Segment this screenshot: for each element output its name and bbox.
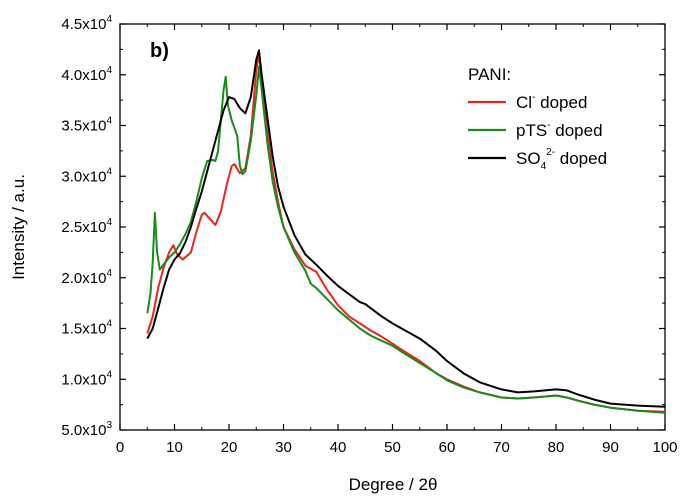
plot-series (146, 49, 666, 414)
y-tick-label: 4.5x104 (61, 14, 112, 33)
y-tick-label: 2.0x104 (61, 268, 112, 287)
x-tick-label: 30 (275, 439, 292, 456)
legend-title: PANI: (468, 65, 511, 84)
y-tick-label: 3.0x104 (61, 166, 112, 185)
y-tick-label: 4.0x104 (61, 65, 112, 84)
plot-frame (119, 23, 666, 431)
series-line-1 (146, 65, 666, 414)
x-tick-label: 50 (384, 439, 401, 456)
y-tick-label: 1.5x104 (61, 319, 112, 338)
y-axis-title: Intensity / a.u. (9, 174, 28, 280)
x-tick-label: 20 (221, 439, 238, 456)
y-tick-label: 2.5x104 (61, 217, 112, 236)
x-tick-label: 100 (652, 439, 677, 456)
legend-label: SO42- doped (516, 147, 607, 172)
x-tick-label: 10 (166, 439, 183, 456)
y-tick-label: 5.0x103 (61, 420, 112, 439)
x-tick-label: 90 (602, 439, 619, 456)
series-line-2 (146, 49, 666, 408)
x-tick-label: 80 (548, 439, 565, 456)
legend-label: pTS- doped (516, 120, 603, 140)
y-tick-label: 1.0x104 (61, 369, 112, 388)
plot-axes: 0 10 20 30 40 50 60 70 80 90 100 5.0x103 1.0x104 1.5x… (61, 14, 677, 456)
x-tick-label: 40 (330, 439, 347, 456)
legend: PANI: Cl- doped pTS- doped SO42- doped (468, 65, 607, 172)
x-tick-label: 0 (116, 439, 124, 456)
x-axis-title: Degree / 2θ (349, 475, 438, 494)
x-tick-label: 70 (493, 439, 510, 456)
x-tick-label: 60 (439, 439, 456, 456)
legend-label: Cl- doped (516, 92, 587, 112)
y-tick-label: 3.5x104 (61, 116, 112, 135)
panel-label: b) (150, 40, 169, 62)
